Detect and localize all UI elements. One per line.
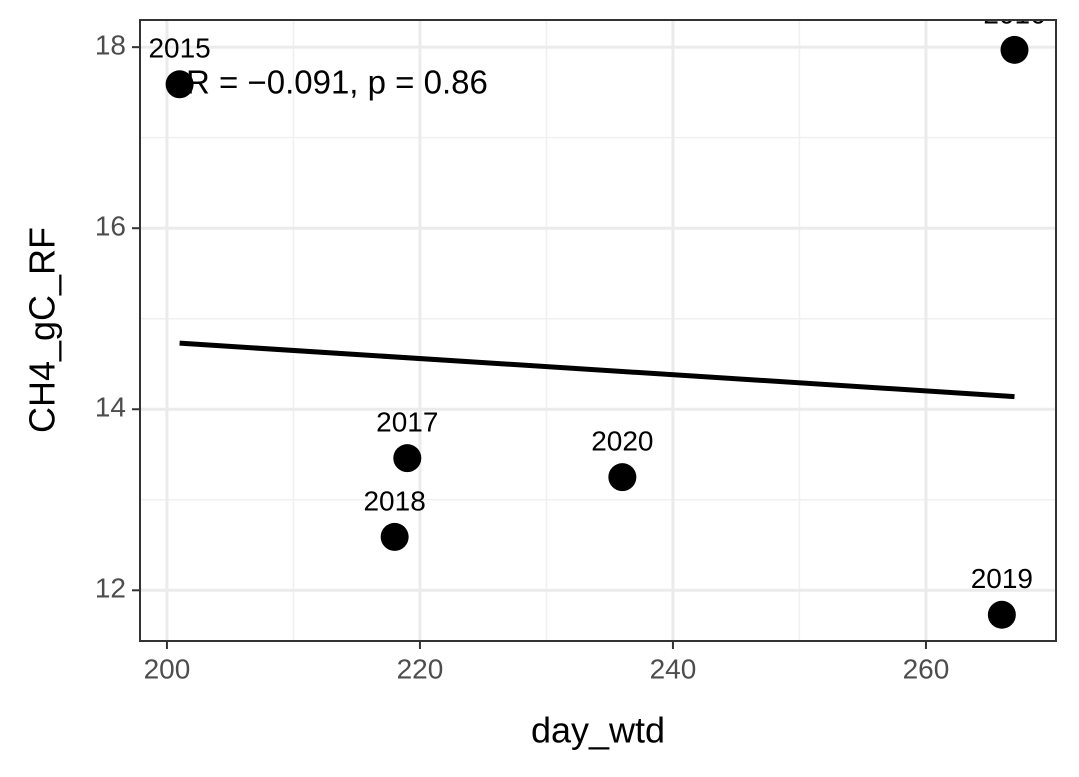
- point-label: 2017: [376, 407, 438, 438]
- x-tick-label: 200: [144, 653, 191, 684]
- y-tick-label: 16: [95, 211, 126, 242]
- panel-background: [140, 20, 1056, 641]
- plot-area: 2015 2016 2017 2018 2020 2019 R = −0.091, p = …: [148, 0, 1046, 629]
- x-axis-title: day_wtd: [531, 710, 665, 751]
- point: [1000, 35, 1029, 64]
- point: [380, 522, 409, 551]
- x-tick-label: 260: [903, 653, 950, 684]
- x-tick-label: 240: [650, 653, 697, 684]
- y-axis-title: CH4_gC_RF: [22, 227, 63, 433]
- fit-line: [179, 340, 1015, 400]
- point: [987, 600, 1016, 629]
- correlation-annotation: R = −0.091, p = 0.86: [186, 64, 488, 101]
- point-label: 2020: [591, 426, 653, 457]
- point-label: 2019: [971, 563, 1033, 594]
- point-label: 2018: [363, 485, 425, 516]
- x-tick-label: 220: [397, 653, 444, 684]
- grid: [140, 20, 1056, 641]
- panel-border: [139, 19, 1057, 642]
- point: [393, 444, 422, 473]
- point-label: 2016: [983, 0, 1045, 29]
- point-label: 2015: [148, 33, 210, 64]
- point: [608, 463, 637, 492]
- y-tick-label: 14: [95, 392, 126, 423]
- y-tick-label: 12: [95, 573, 126, 604]
- axes: 200 220 240 260 12 14 16 18: [95, 30, 949, 685]
- y-tick-label: 18: [95, 30, 126, 61]
- point: [165, 70, 194, 99]
